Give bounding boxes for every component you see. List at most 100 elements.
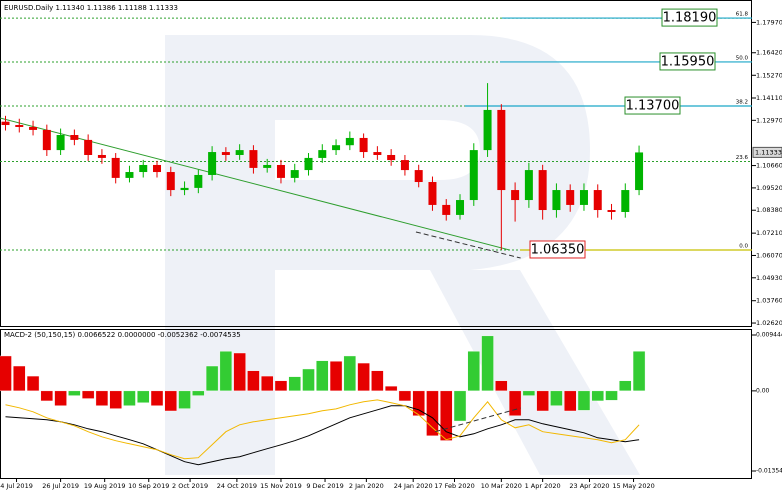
fib-label-box xyxy=(661,8,718,27)
fib-ratio: 0.0 xyxy=(739,243,748,249)
macd-bar xyxy=(357,362,370,392)
candle-body xyxy=(304,157,313,171)
fib-ratio: 61.8 xyxy=(736,12,749,18)
candle-body xyxy=(456,200,465,215)
macd-bar xyxy=(536,390,549,412)
x-tick-label: 10 Sep 2019 xyxy=(128,482,169,490)
macd-bar xyxy=(164,390,177,412)
macd-bar xyxy=(453,390,467,422)
y-tick-label: 1.03760 xyxy=(756,297,782,305)
candle-body xyxy=(635,152,644,191)
fib-label: 1.06350 xyxy=(531,242,585,257)
candle-body xyxy=(593,190,602,211)
y-tick-label: 0.0094446 xyxy=(756,332,782,339)
macd-bar xyxy=(219,351,233,392)
y-tick-label: 1.17970 xyxy=(756,18,782,26)
trendline xyxy=(435,407,521,433)
candle-body xyxy=(153,164,162,173)
candle-body xyxy=(387,154,396,161)
macd-bar xyxy=(288,376,301,392)
macd-bar xyxy=(192,390,205,396)
macd-bar xyxy=(412,390,425,416)
x-tick-label: 24 Oct 2019 xyxy=(217,482,257,490)
macd-bar xyxy=(384,385,398,392)
macd-bar xyxy=(316,360,329,392)
macd-bar xyxy=(619,380,632,392)
candle-body xyxy=(621,190,630,212)
macd-bar xyxy=(550,390,563,406)
macd-bar xyxy=(467,351,480,392)
x-tick-label: 23 Apr 2020 xyxy=(569,482,609,490)
price-title: EURUSD.Daily 1.11340 1.11386 1.11188 1.1… xyxy=(4,4,178,12)
candle-body xyxy=(166,172,175,191)
macd-bar xyxy=(95,390,109,406)
macd-bar xyxy=(123,390,136,406)
x-tick-label: 10 Mar 2020 xyxy=(481,482,522,490)
candle-body xyxy=(359,137,368,153)
y-tick-label: 1.10660 xyxy=(756,162,782,170)
y-tick-label: 1.09520 xyxy=(756,184,782,192)
candle-body xyxy=(373,152,382,155)
candle-body xyxy=(332,145,341,151)
price-panel-border xyxy=(0,0,752,327)
fib-ratio: 50.0 xyxy=(736,55,749,61)
macd-bar xyxy=(150,390,164,406)
candle-body xyxy=(263,164,272,168)
macd-line xyxy=(5,405,640,466)
macd-title: MACD-2 (50,150,15) 0.0066522 0.0000000 -… xyxy=(4,331,241,339)
macd-bar xyxy=(40,390,54,402)
macd-bar xyxy=(508,390,522,416)
candle-body xyxy=(511,190,520,201)
y-tick-label: 1.15270 xyxy=(756,71,782,79)
candle-body xyxy=(180,187,189,191)
candle-body xyxy=(276,164,285,178)
x-tick-label: 2 Oct 2019 xyxy=(172,482,208,490)
fib-label: 1.15950 xyxy=(661,54,715,69)
macd-bar xyxy=(632,351,646,392)
candle-body xyxy=(208,152,217,175)
candle-body xyxy=(42,129,51,151)
macd-bar xyxy=(522,390,536,396)
candle-body xyxy=(194,174,203,188)
fib-ratio: 23.6 xyxy=(736,155,749,161)
y-tick-label: 1.14110 xyxy=(756,94,782,102)
candle-body xyxy=(414,170,423,183)
macd-bar xyxy=(329,361,343,392)
candle-body xyxy=(84,139,93,155)
candle-body xyxy=(97,154,106,158)
macd-bar xyxy=(81,390,95,399)
y-tick-label: 0.00 xyxy=(756,387,770,394)
candle-body xyxy=(579,190,588,205)
y-tick-label: 1.12970 xyxy=(756,116,782,124)
candle-body xyxy=(483,109,492,151)
macd-line xyxy=(5,399,640,460)
macd-bar xyxy=(233,352,246,392)
candle-body xyxy=(221,152,230,155)
candle-body xyxy=(538,170,547,211)
macd-bar xyxy=(274,380,288,392)
candle-body xyxy=(139,164,148,173)
fib-ratio: 38.2 xyxy=(736,100,748,106)
macd-bar xyxy=(371,370,384,392)
y-tick-label: 1.06070 xyxy=(756,251,782,259)
candle-body xyxy=(125,172,134,178)
trendline xyxy=(415,231,521,259)
macd-bar xyxy=(577,390,591,411)
x-tick-label: 9 Dec 2019 xyxy=(306,482,343,490)
current-price-box xyxy=(752,146,782,158)
macd-bar xyxy=(398,390,412,402)
x-tick-label: 1 Apr 2020 xyxy=(525,482,561,490)
y-tick-label: 1.16420 xyxy=(756,49,782,57)
candle-body xyxy=(1,121,10,126)
macd-bar xyxy=(591,390,604,402)
candle-body xyxy=(290,170,299,178)
macd-bar xyxy=(178,390,191,409)
macd-bar xyxy=(68,390,81,396)
macd-bar xyxy=(260,375,274,392)
macd-bar xyxy=(563,390,577,412)
x-tick-label: 24 Jan 2020 xyxy=(394,482,433,490)
macd-bar xyxy=(302,368,315,392)
candle-body xyxy=(56,135,65,151)
macd-bar xyxy=(13,365,26,392)
